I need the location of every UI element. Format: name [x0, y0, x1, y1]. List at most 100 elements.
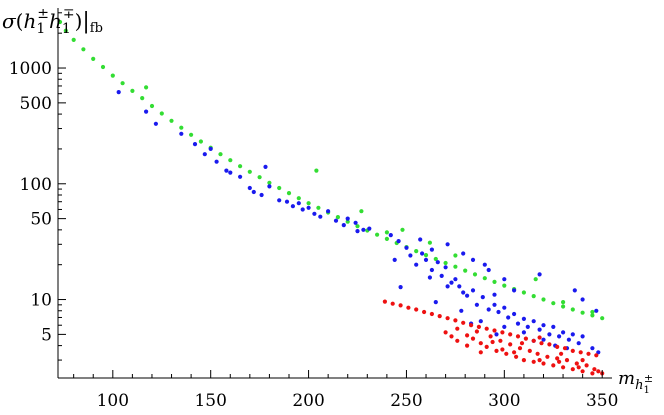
data-point: [586, 351, 591, 356]
data-point: [515, 321, 521, 326]
data-point: [486, 307, 491, 312]
data-point: [502, 305, 507, 310]
data-point: [531, 319, 536, 324]
data-point: [580, 310, 585, 315]
data-point: [500, 347, 505, 352]
data-point: [576, 341, 581, 346]
data-point: [437, 314, 442, 319]
data-point: [584, 363, 589, 368]
data-point: [267, 184, 272, 189]
data-point: [435, 260, 440, 265]
data-point: [353, 220, 358, 225]
data-point: [418, 237, 423, 242]
axis-tick-labels: 100 150 200 250 300 350 5 10 50 100 500 1000: [9, 59, 619, 411]
data-point: [140, 96, 145, 101]
data-point: [259, 192, 264, 198]
data-point: [341, 223, 346, 228]
data-point: [345, 216, 350, 221]
data-point: [470, 336, 476, 341]
data-point: [455, 326, 460, 331]
data-point: [392, 257, 397, 262]
data-point: [500, 330, 505, 335]
data-point: [257, 175, 262, 180]
data-point: [457, 284, 462, 289]
data-point: [465, 333, 470, 338]
data-point: [267, 180, 272, 185]
data-point: [290, 204, 295, 209]
data-point: [472, 272, 478, 277]
y-tick-label: 50: [30, 210, 52, 230]
x-tick-label: 250: [390, 391, 422, 411]
data-point: [306, 205, 311, 210]
data-point: [414, 249, 419, 254]
data-point: [494, 332, 499, 337]
x-axis-label: mh1±: [618, 368, 653, 396]
y-tick-label: 10: [30, 291, 52, 311]
data-point: [384, 230, 389, 235]
data-point: [449, 280, 454, 285]
data-point: [492, 328, 497, 333]
data-point: [284, 199, 290, 204]
data-point: [335, 215, 340, 220]
data-point: [504, 351, 509, 356]
data-point: [488, 334, 493, 339]
data-point: [355, 229, 360, 234]
data-point: [537, 327, 542, 332]
data-point: [263, 164, 268, 169]
data-point: [511, 288, 517, 293]
data-point: [277, 185, 282, 191]
data-point: [498, 338, 503, 343]
data-point: [189, 132, 194, 137]
data-point: [420, 251, 425, 256]
data-point: [228, 170, 233, 175]
data-point: [296, 196, 301, 201]
data-point: [459, 308, 464, 313]
data-point: [551, 324, 556, 329]
data-point: [484, 344, 489, 349]
data-point: [449, 334, 454, 339]
data-point: [461, 290, 466, 295]
data-point: [484, 326, 489, 331]
data-point: [427, 275, 432, 280]
data-point: [551, 301, 556, 306]
data-point: [547, 342, 552, 347]
data-point: [423, 257, 429, 262]
data-point: [314, 168, 319, 173]
data-point: [427, 240, 432, 245]
data-point: [169, 118, 174, 123]
data-point: [400, 227, 405, 232]
x-tick-label: 150: [194, 391, 226, 411]
data-point: [192, 142, 198, 147]
data-point: [496, 309, 501, 315]
data-points: [57, 19, 605, 376]
data-point: [463, 268, 468, 273]
data-point: [570, 348, 575, 353]
data-point: [326, 209, 331, 214]
data-point: [478, 341, 483, 346]
data-point: [398, 303, 403, 308]
data-point: [539, 341, 544, 346]
data-point: [423, 253, 429, 258]
data-point: [247, 185, 252, 191]
data-point: [433, 256, 438, 262]
data-point: [333, 218, 339, 223]
data-point: [551, 363, 556, 368]
data-point: [445, 284, 450, 289]
data-point: [461, 251, 466, 256]
data-point: [580, 334, 585, 339]
data-point: [306, 201, 311, 206]
data-point: [429, 247, 434, 252]
data-point: [478, 319, 483, 324]
data-point: [572, 288, 577, 293]
data-point: [91, 56, 96, 62]
axis-ticks: [58, 12, 603, 378]
data-point: [514, 354, 519, 359]
data-point: [557, 359, 562, 364]
data-point: [561, 365, 566, 370]
data-point: [566, 337, 572, 342]
data-point: [511, 350, 517, 355]
data-point: [470, 288, 476, 293]
data-point: [594, 308, 599, 313]
data-point: [482, 262, 487, 267]
data-point: [179, 131, 184, 136]
